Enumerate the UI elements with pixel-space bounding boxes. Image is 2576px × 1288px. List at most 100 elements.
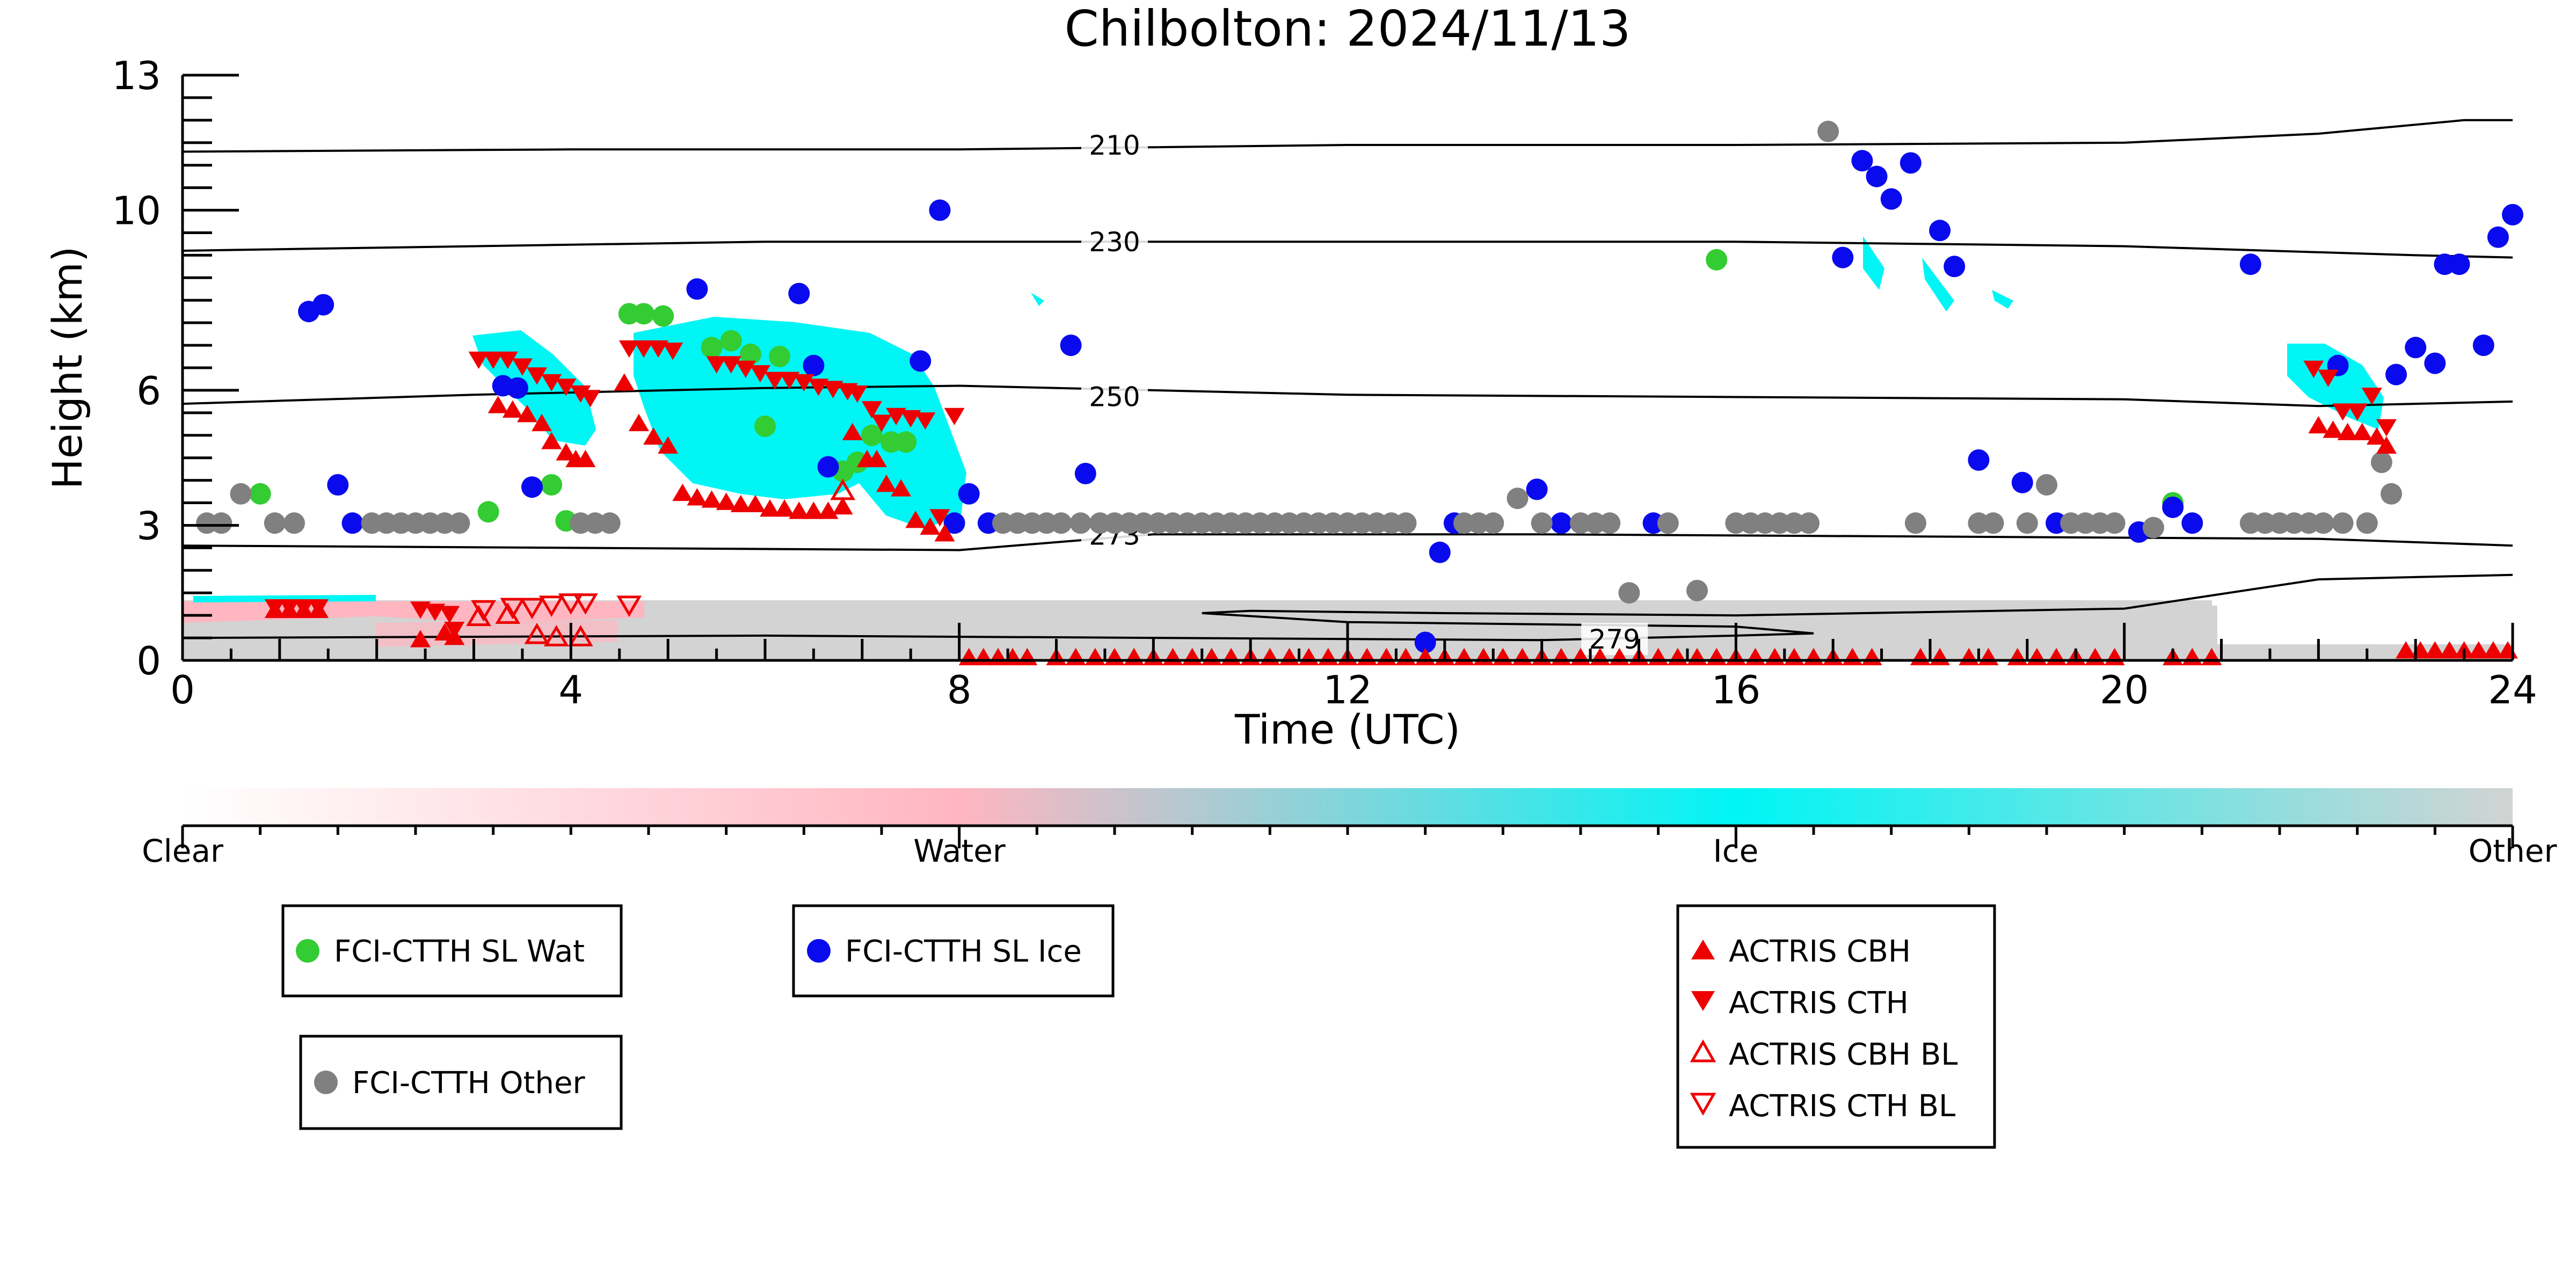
point-actris-cbh — [891, 479, 912, 497]
point-fci-ctth-sl-wat — [895, 431, 917, 453]
point-fci-ctth-sl-ice — [1074, 463, 1096, 484]
point-actris-cbh — [701, 490, 722, 508]
point-fci-ctth-sl-ice — [1526, 478, 1548, 500]
point-actris-cth-bl — [573, 593, 598, 615]
point-actris-cth — [2347, 403, 2368, 421]
ice-wisp-4 — [1031, 293, 1044, 306]
point-actris-cbh-bl — [568, 625, 593, 646]
colorbar-label-clear: Clear — [142, 833, 223, 869]
colorbar-label-other: Other — [2469, 833, 2557, 869]
point-fci-ctth-other — [1982, 512, 2004, 534]
point-fci-ctth-other — [1686, 580, 1708, 601]
point-fci-ctth-sl-ice — [958, 483, 980, 505]
point-actris-cbh — [658, 436, 679, 454]
point-fci-ctth-sl-ice — [788, 282, 810, 304]
contour-label-279: 279 — [1589, 624, 1640, 655]
point-actris-cbh — [2376, 436, 2397, 454]
point-fci-ctth-sl-ice — [521, 476, 543, 498]
point-fci-ctth-sl-ice — [1060, 334, 1082, 356]
point-actris-cth — [497, 351, 518, 369]
point-actris-cbh — [2425, 641, 2446, 659]
point-actris-cth — [483, 351, 504, 369]
point-actris-cbh — [556, 443, 577, 461]
point-actris-cbh — [2468, 641, 2489, 659]
point-actris-cbh — [905, 511, 926, 528]
point-actris-cbh — [410, 630, 431, 647]
point-fci-ctth-sl-wat — [477, 501, 499, 523]
point-actris-cth — [468, 351, 489, 369]
point-fci-ctth-sl-ice — [817, 456, 839, 478]
point-actris-cth — [823, 381, 843, 398]
point-actris-cth — [871, 414, 892, 432]
legend-box — [281, 904, 623, 998]
ice-wisp-2 — [1922, 258, 1954, 311]
point-actris-cth — [648, 340, 669, 358]
point-actris-cth — [279, 599, 300, 617]
point-actris-cbh-bl — [524, 622, 550, 644]
colorbar-gradient — [183, 788, 2513, 826]
legend-marker-cth-bl — [1690, 1093, 1716, 1116]
point-actris-cth — [527, 367, 548, 385]
point-fci-ctth-sl-ice — [803, 354, 825, 376]
point-fci-ctth-sl-ice — [2385, 363, 2407, 385]
point-fci-ctth-other — [2332, 512, 2354, 534]
point-fci-ctth-sl-wat — [720, 330, 742, 352]
point-fci-ctth-other — [1395, 512, 1417, 534]
point-actris-cth — [2361, 388, 2382, 405]
point-actris-cth — [512, 358, 533, 376]
point-fci-ctth-sl-wat — [541, 474, 563, 496]
point-fci-ctth-sl-ice — [2239, 253, 2261, 275]
point-actris-cbh — [730, 494, 751, 513]
point-actris-cbh-bl — [830, 478, 856, 500]
point-actris-cth — [765, 372, 785, 389]
point-actris-cbh — [934, 524, 955, 542]
data-points — [196, 120, 2523, 666]
ice-wisp-3 — [1992, 290, 2013, 309]
point-actris-cbh — [920, 517, 941, 535]
contour-210 — [183, 119, 2513, 153]
point-actris-cbh — [818, 501, 839, 519]
point-fci-ctth-other — [1599, 512, 1621, 534]
point-fci-ctth-sl-ice — [686, 278, 708, 300]
point-fci-ctth-sl-ice — [1550, 512, 1572, 534]
point-actris-cbh — [803, 501, 824, 519]
point-actris-cth — [2318, 369, 2339, 387]
point-fci-ctth-sl-ice — [312, 294, 334, 316]
point-actris-cbh-bl — [543, 625, 569, 646]
x-tick-label: 0 — [170, 667, 195, 712]
point-actris-cbh — [502, 400, 523, 418]
point-actris-cbh — [2308, 416, 2329, 434]
point-fci-ctth-sl-ice — [1414, 631, 1436, 653]
contour-label-230: 230 — [1089, 227, 1140, 258]
legend-marker-cbh — [1691, 940, 1715, 959]
point-actris-cth — [2332, 403, 2353, 421]
point-fci-ctth-other — [1657, 512, 1679, 534]
point-actris-cth — [580, 390, 601, 407]
point-actris-cth — [915, 412, 936, 430]
legend-fci-wat: FCI-CTTH SL Wat — [281, 904, 623, 998]
point-actris-cth — [944, 407, 965, 426]
contour-label-bg — [1081, 380, 1148, 413]
point-fci-ctth-sl-wat — [701, 337, 723, 359]
point-fci-ctth-other — [230, 483, 252, 505]
x-tick-label: 12 — [1323, 667, 1372, 712]
point-fci-ctth-sl-ice — [506, 377, 528, 399]
legend-box — [792, 904, 1115, 998]
point-fci-ctth-sl-ice — [2487, 226, 2509, 248]
point-fci-ctth-other — [2036, 474, 2057, 496]
point-fci-ctth-sl-ice — [1880, 188, 1902, 210]
point-fci-ctth-sl-ice — [2424, 352, 2446, 374]
point-actris-cbh — [716, 492, 737, 510]
point-fci-ctth-sl-ice — [1900, 152, 1922, 174]
point-actris-cbh — [789, 501, 810, 519]
point-fci-ctth-sl-ice — [2181, 512, 2203, 534]
point-fci-ctth-other — [283, 512, 305, 534]
legend-label-cbh: ACTRIS CBH — [1729, 934, 1911, 969]
point-fci-ctth-sl-ice — [2472, 334, 2494, 356]
point-actris-cbh — [832, 497, 853, 515]
legend-label-ice: FCI-CTTH SL Ice — [845, 934, 1082, 969]
point-fci-ctth-other — [1817, 120, 1839, 142]
point-fci-ctth-other — [1531, 512, 1553, 534]
point-fci-ctth-other — [2381, 483, 2402, 505]
